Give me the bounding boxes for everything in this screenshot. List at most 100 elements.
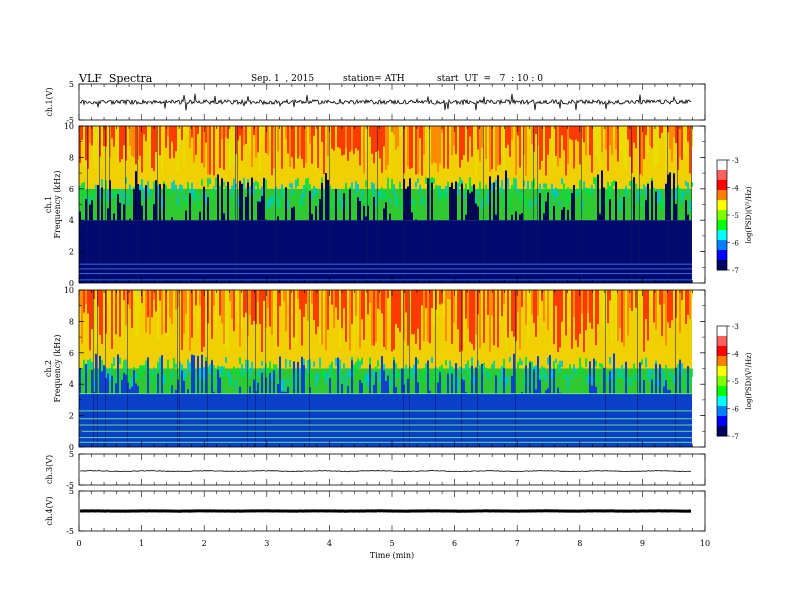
- spec-column: [365, 290, 367, 312]
- colorbar-cell: [717, 356, 727, 359]
- spec-column: [517, 290, 519, 313]
- spec-column-mid: [629, 181, 631, 187]
- spec-column: [143, 290, 145, 302]
- spec-column-low: [655, 363, 657, 394]
- spec-column-mid: [129, 184, 131, 192]
- spec-column-low: [293, 206, 295, 221]
- spec-column-mid: [305, 178, 307, 191]
- spec-column: [315, 290, 317, 335]
- spec-column: [379, 290, 381, 311]
- spec-column: [277, 290, 279, 347]
- colorbar-cell: [717, 393, 727, 397]
- spec-column-low: [475, 367, 477, 394]
- spec-column: [547, 126, 549, 155]
- spec-column: [441, 290, 443, 304]
- spec-column: [551, 126, 553, 155]
- spec-column: [359, 290, 361, 349]
- spec-column-mid: [341, 373, 343, 384]
- spec-spike: [675, 290, 676, 447]
- spec-column-mid: [437, 185, 439, 194]
- spec-column-mid: [661, 198, 663, 210]
- spec-column-low: [405, 188, 407, 221]
- spec-column-mid: [485, 367, 487, 373]
- spec-column-mid: [501, 180, 503, 194]
- spec-column: [429, 290, 431, 344]
- spec-column: [185, 290, 187, 315]
- colorbar-cell: [717, 371, 727, 374]
- colorbar-cell: [717, 172, 727, 176]
- spec-column: [139, 290, 141, 314]
- spec-column: [523, 290, 525, 300]
- spec-spike: [537, 126, 538, 283]
- spec-column: [645, 290, 647, 319]
- spec-column-mid: [103, 193, 105, 206]
- spec-column: [217, 290, 219, 318]
- spec-column-mid: [665, 364, 667, 371]
- spec-column-mid: [611, 371, 613, 379]
- spec-column: [289, 126, 291, 167]
- spec-column: [189, 126, 191, 148]
- spec-column: [565, 290, 567, 336]
- spec-column: [625, 290, 627, 337]
- spec-column: [195, 290, 197, 306]
- colorbar-cell: [717, 386, 727, 389]
- spec-column-low: [643, 379, 645, 394]
- spec-column-mid: [233, 178, 235, 190]
- spec-column: [535, 126, 537, 134]
- spec-column: [241, 290, 243, 330]
- spec-column-low: [257, 201, 259, 221]
- y-tick-label: 10: [64, 122, 74, 131]
- spec-column-low: [239, 386, 241, 394]
- spec-column-low: [489, 176, 491, 221]
- spec-column-mid: [263, 367, 265, 372]
- spec-column: [389, 126, 391, 174]
- spec-column-low: [201, 354, 203, 394]
- spec-column: [355, 126, 357, 149]
- spec-column-mid: [331, 361, 333, 375]
- spec-column-mid: [121, 198, 123, 204]
- colorbar-cell: [717, 411, 727, 414]
- spec-column-low: [685, 200, 687, 221]
- spec-column-mid: [443, 379, 445, 387]
- spec-column: [447, 290, 449, 299]
- spec-column: [445, 290, 447, 342]
- spec-column-mid: [307, 359, 309, 374]
- spec-column: [411, 290, 413, 335]
- spec-column: [209, 290, 211, 312]
- spec-column-low: [261, 372, 263, 394]
- spec-column: [141, 290, 143, 303]
- spec-column-mid: [253, 182, 255, 195]
- spec-column: [363, 290, 365, 340]
- spec-column-mid: [199, 367, 201, 378]
- spec-column-mid: [95, 184, 97, 189]
- spec-column-mid: [587, 374, 589, 385]
- spec-column-mid: [261, 361, 263, 366]
- spec-column-mid: [589, 188, 591, 197]
- spec-column-mid: [571, 374, 573, 380]
- colorbar-cell: [717, 192, 727, 196]
- spec-column-mid: [81, 371, 83, 378]
- spec-column-mid: [439, 366, 441, 376]
- spec-column: [557, 126, 559, 167]
- spec-column: [241, 126, 243, 161]
- spec-column: [329, 290, 331, 300]
- spec-column: [137, 290, 139, 336]
- start-time-label: start UT = 7 : 10 : 0: [437, 74, 543, 84]
- spec-column-mid: [543, 183, 545, 188]
- spec-column-low: [651, 180, 653, 221]
- colorbar-cell: [717, 237, 727, 241]
- spec-column-mid: [569, 364, 571, 374]
- spec-column: [507, 126, 509, 145]
- spec-column: [649, 290, 651, 308]
- spec-column-mid: [505, 377, 507, 388]
- spec-column-low: [387, 375, 389, 394]
- spec-column: [213, 126, 215, 176]
- spec-column-mid: [91, 361, 93, 369]
- spec-column-low: [203, 186, 205, 221]
- spec-column: [341, 290, 343, 329]
- spec-column: [239, 126, 241, 136]
- spec-column: [333, 126, 335, 151]
- spec-column: [545, 126, 547, 176]
- spec-column: [145, 290, 147, 333]
- colorbar-cell: [717, 207, 727, 211]
